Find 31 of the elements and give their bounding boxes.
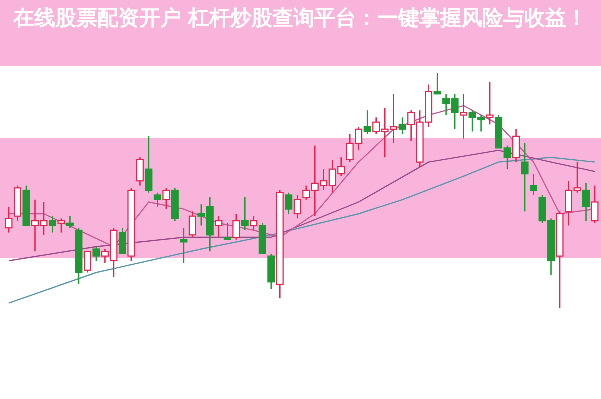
candlestick xyxy=(58,218,66,234)
candlestick xyxy=(591,185,599,224)
candlestick xyxy=(162,188,170,210)
candlestick xyxy=(224,222,232,240)
candlestick xyxy=(188,211,196,238)
candlestick xyxy=(118,227,126,255)
candlestick xyxy=(180,227,188,264)
candlestick xyxy=(66,216,74,229)
chart-title: 在线股票配资开户 杠杆炒股查询平台：一键掌握风险与收益！ xyxy=(0,0,601,66)
candlestick xyxy=(241,196,249,232)
candlestick xyxy=(84,250,92,274)
candlestick xyxy=(486,82,494,126)
candlestick xyxy=(512,128,520,163)
candlestick xyxy=(582,182,590,222)
candlestick xyxy=(136,156,144,186)
candlestick xyxy=(521,142,529,212)
candlestick xyxy=(460,94,468,140)
candlestick xyxy=(364,110,372,135)
candlestick xyxy=(250,216,258,232)
candlestick xyxy=(48,216,56,234)
candlestick xyxy=(434,72,442,95)
candlestick xyxy=(145,136,153,194)
candlestick xyxy=(285,192,293,215)
candlestick xyxy=(398,117,406,135)
candlestick xyxy=(5,206,13,234)
candlestick xyxy=(92,246,100,262)
candlestick xyxy=(530,173,538,196)
candlestick xyxy=(215,216,223,238)
candlestick xyxy=(294,194,302,220)
candlestick xyxy=(232,213,240,240)
candlestick xyxy=(154,192,162,208)
